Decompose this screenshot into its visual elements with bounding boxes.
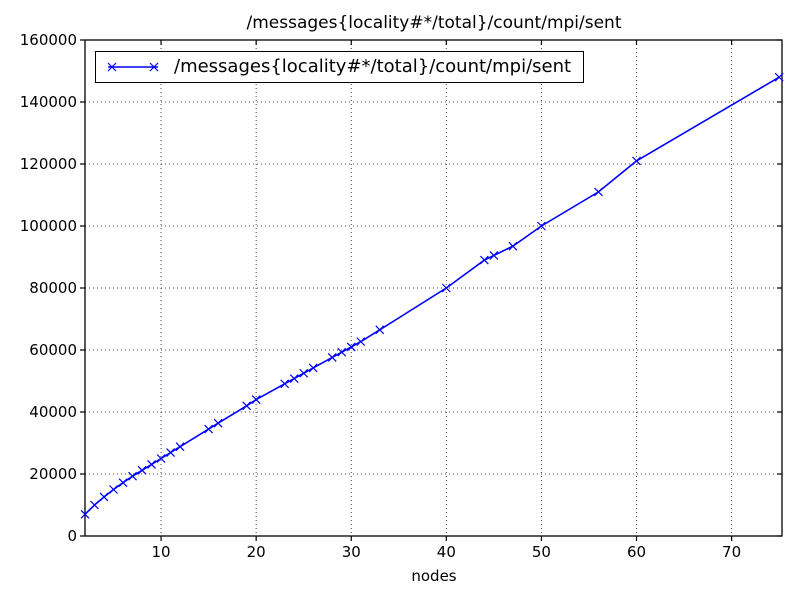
data-line [84,76,780,515]
svg-text:80000: 80000 [29,279,77,297]
gridlines [85,40,782,536]
chart-title: /messages{locality#*/total}/count/mpi/se… [247,13,622,33]
plot-frame [84,39,783,537]
svg-text:20000: 20000 [29,465,77,483]
svg-text:10: 10 [152,543,171,561]
svg-text:100000: 100000 [20,217,77,235]
legend-x-markers [107,62,159,71]
legend: /messages{locality#*/total}/count/mpi/se… [95,51,585,83]
svg-text:70: 70 [722,543,741,561]
svg-text:60000: 60000 [29,341,77,359]
svg-text:160000: 160000 [20,31,77,49]
legend-label: /messages{locality#*/total}/count/mpi/se… [174,55,572,77]
svg-text:50: 50 [532,543,551,561]
x-axis-label: nodes [411,567,456,585]
svg-text:60: 60 [627,543,646,561]
svg-text:30: 30 [342,543,361,561]
data-markers [80,72,784,519]
axis-ticks [80,39,782,541]
svg-text:140000: 140000 [20,93,77,111]
svg-text:20: 20 [247,543,266,561]
axis-tick-labels: 10 20 30 40 50 60 70 0 20000 40000 60000 80000 10000… [20,31,741,561]
svg-text:120000: 120000 [20,155,77,173]
svg-text:40000: 40000 [29,403,77,421]
legend-line-sample [107,62,159,71]
svg-text:40: 40 [437,543,456,561]
svg-text:0: 0 [67,527,77,545]
